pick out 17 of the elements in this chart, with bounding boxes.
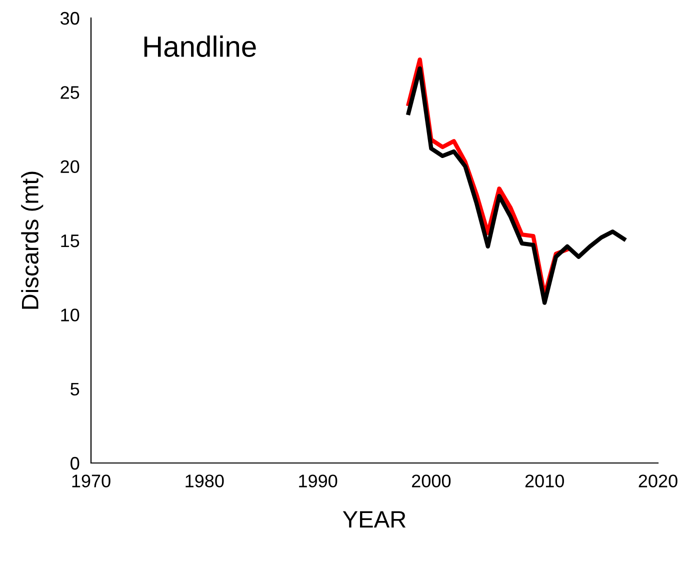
x-tick-label: 1970	[72, 474, 110, 488]
line-series	[406, 66, 626, 305]
y-tick-label: 30	[60, 12, 80, 25]
x-axis-title: YEAR	[342, 511, 406, 528]
y-tick-label: 0	[70, 456, 80, 470]
x-tick-label: 1980	[186, 474, 224, 488]
y-tick-label: 20	[60, 160, 80, 174]
y-tick-label: 5	[70, 382, 80, 396]
annotation: Handline	[144, 36, 256, 57]
y-tick-label: 10	[61, 308, 80, 322]
y-tick-label: 15	[61, 234, 80, 248]
x-tick-label: 2000	[412, 474, 451, 488]
x-tick-label: 2010	[525, 474, 564, 488]
y-tick-label: 25	[60, 86, 80, 99]
x-tick-label: 1990	[299, 474, 338, 488]
y-axis-title: Discards (mt)	[21, 172, 44, 309]
x-tick-label: 2020	[638, 474, 678, 488]
